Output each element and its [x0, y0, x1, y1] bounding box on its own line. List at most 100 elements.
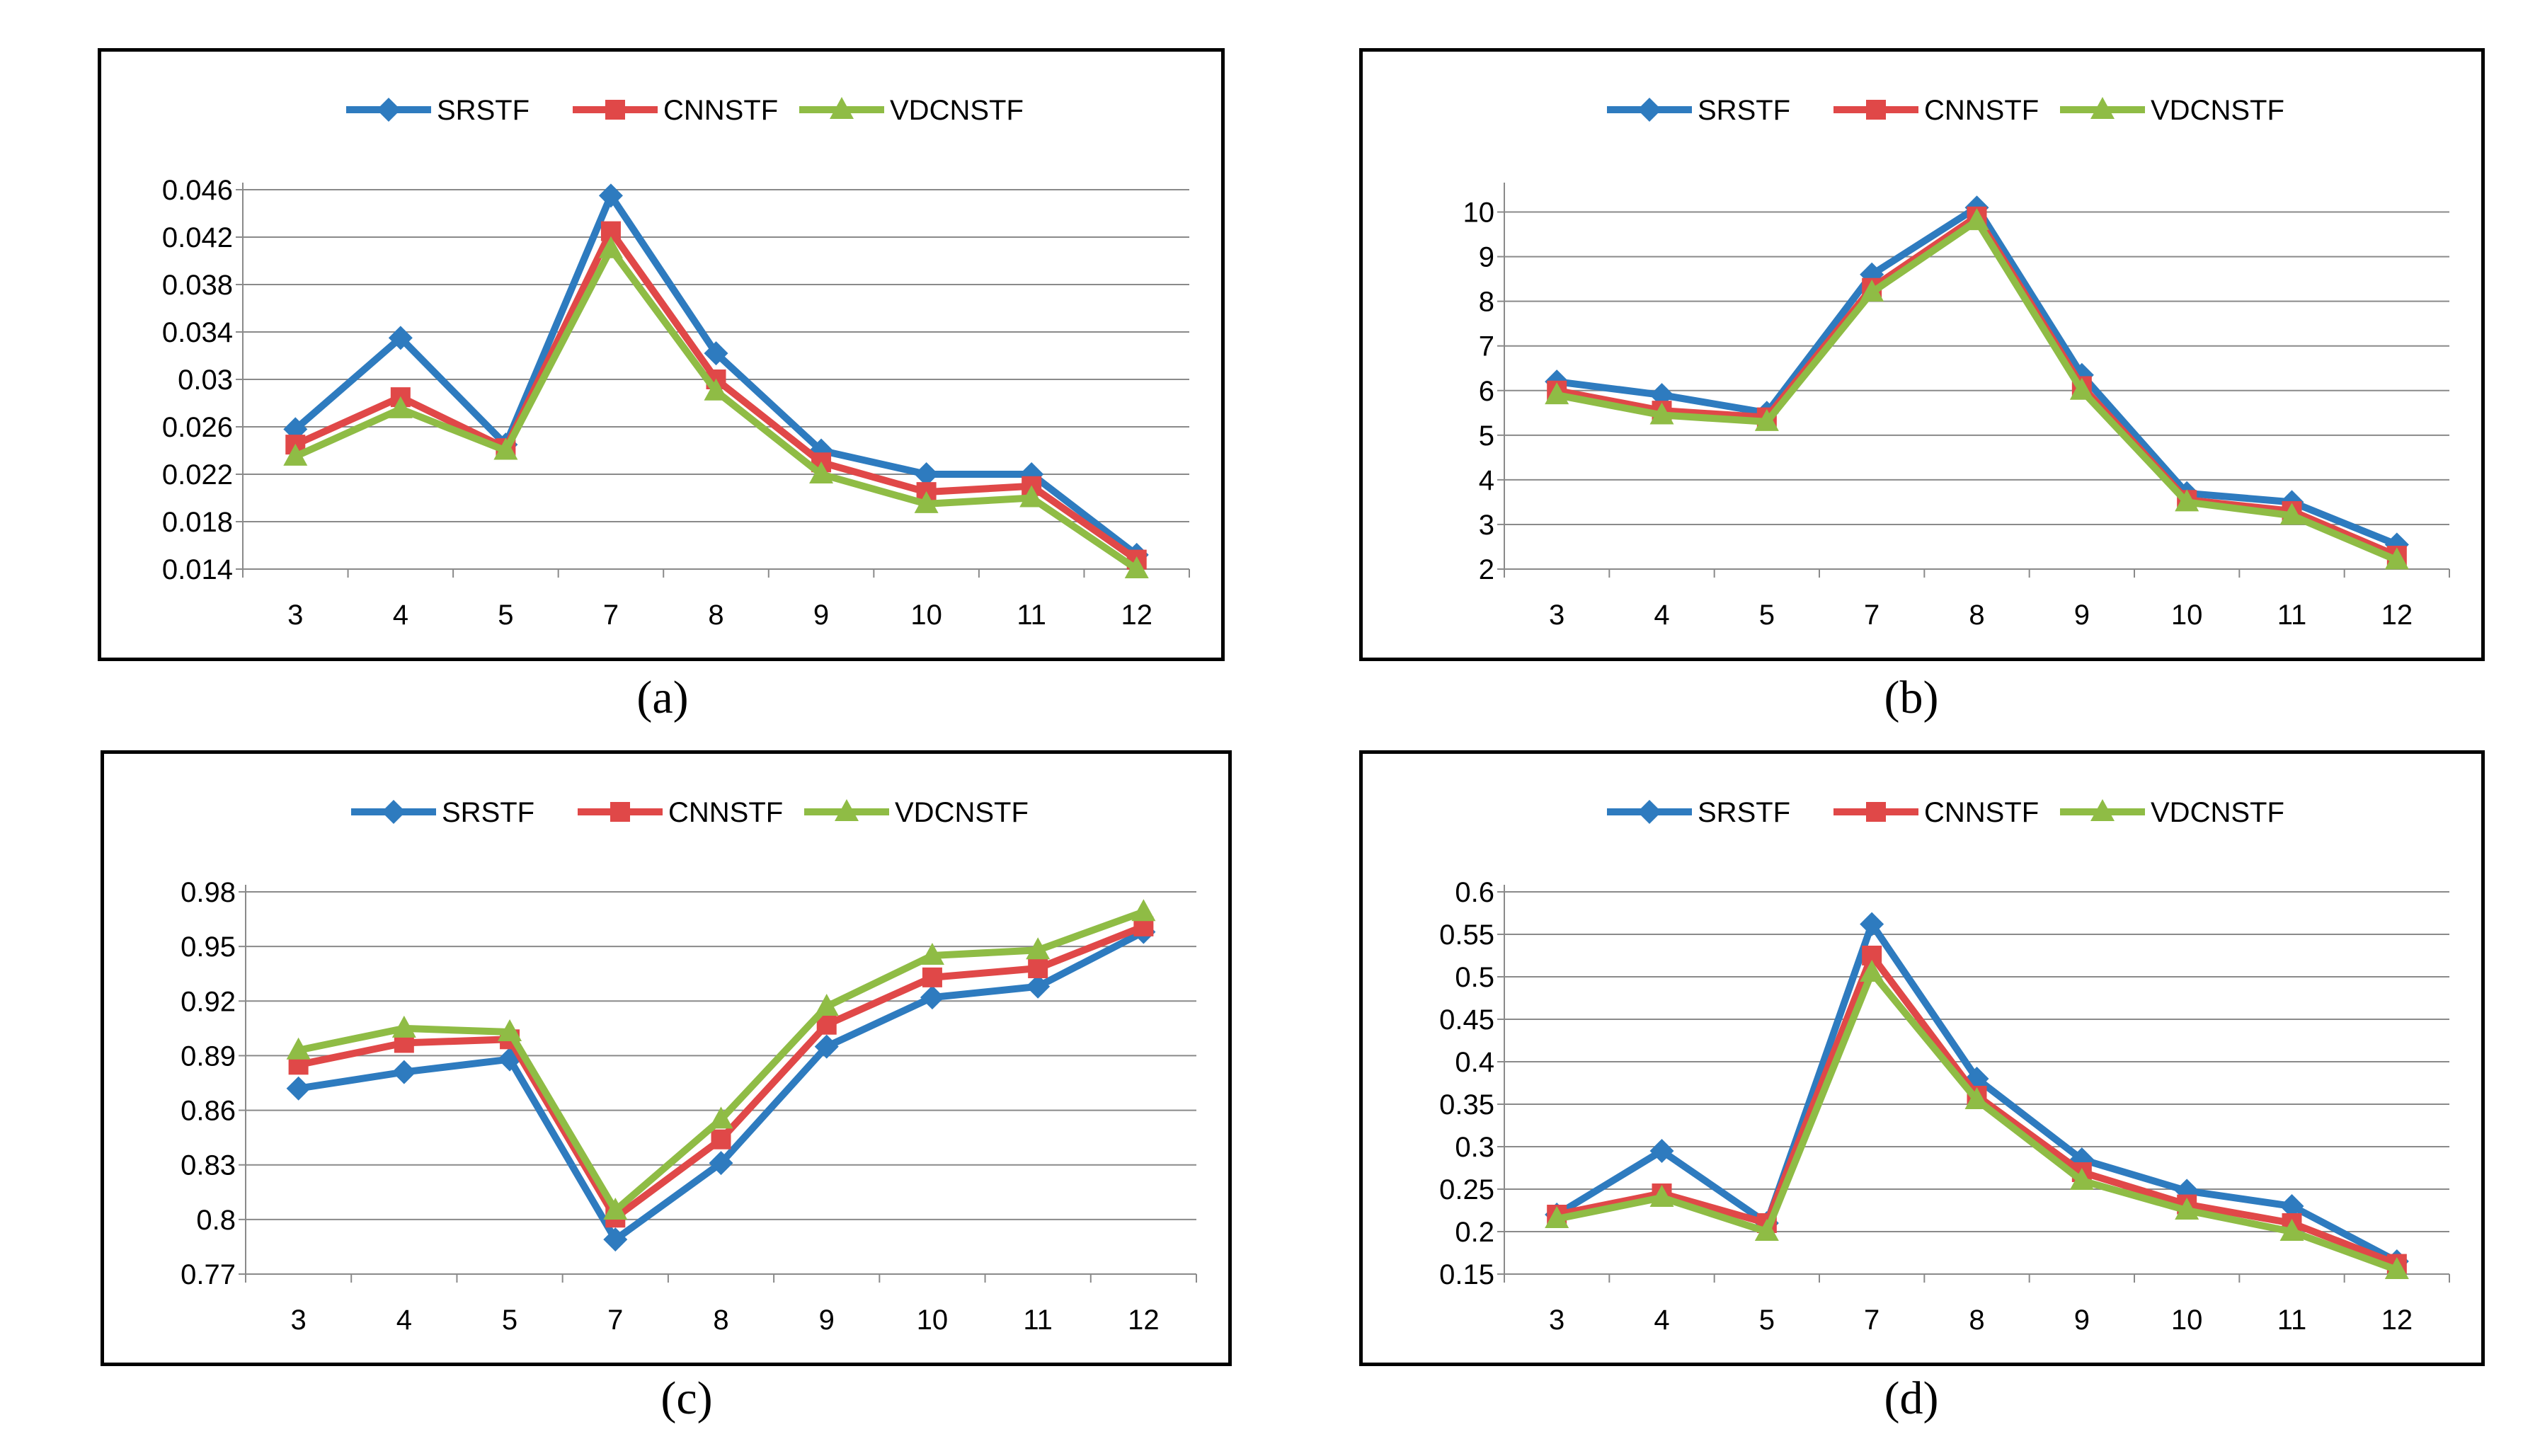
- legend-marker: [835, 799, 859, 821]
- chart-svg-c: SSIM0.770.80.830.860.890.920.950.9834578…: [181, 797, 1197, 1336]
- legend-item-vdcnstf: VDCNSTF: [2060, 95, 2284, 126]
- data-point: [914, 491, 939, 513]
- data-point: [1019, 485, 1044, 508]
- y-tick-label: 0.95: [181, 932, 236, 963]
- series-line: [1556, 204, 2398, 548]
- legend-item-srstf: SRSTF: [346, 95, 530, 126]
- legend-label: SRSTF: [1698, 797, 1790, 828]
- x-tick-label: 4: [1654, 600, 1669, 631]
- legend-marker: [1866, 802, 1886, 822]
- legend-label: SRSTF: [442, 797, 534, 828]
- legend-label: SRSTF: [437, 95, 530, 126]
- data-point: [388, 396, 413, 418]
- data-point: [2279, 1219, 2304, 1241]
- chart-svg-b: SAM2345678910345789101112SRSTFCNNSTFVDCN…: [1463, 95, 2450, 631]
- data-point: [598, 236, 623, 258]
- y-tick-label: 8: [1479, 287, 1494, 318]
- data-point: [1754, 408, 1779, 431]
- legend: SRSTF CNNSTF VDCNSTF: [1607, 797, 2284, 828]
- y-tick-label: 0.98: [181, 877, 236, 908]
- x-tick-label: 10: [2171, 1305, 2203, 1336]
- x-tick-label: 3: [1549, 1305, 1564, 1336]
- y-tick-label: 6: [1479, 376, 1494, 407]
- legend-marker: [830, 97, 854, 119]
- data-point: [603, 1198, 628, 1220]
- data-point: [704, 341, 728, 366]
- x-tick-label: 8: [1969, 1305, 1984, 1336]
- x-tick-label: 11: [2277, 600, 2307, 631]
- x-tick-label: 9: [813, 600, 829, 631]
- x-tick-label: 4: [393, 600, 408, 631]
- legend-label: VDCNSTF: [890, 95, 1024, 126]
- legend-item-cnnstf: CNNSTF: [573, 95, 778, 126]
- legend-label: CNNSTF: [668, 797, 783, 828]
- legend: SRSTF CNNSTF VDCNSTF: [1607, 95, 2284, 126]
- legend-label: VDCNSTF: [2151, 797, 2284, 828]
- data-point: [1028, 958, 1048, 978]
- legend-marker: [2090, 799, 2115, 821]
- caption-c: (c): [660, 1372, 713, 1424]
- x-tick-label: 8: [713, 1305, 728, 1336]
- data-point: [1649, 402, 1674, 425]
- data-point: [493, 437, 518, 460]
- legend-marker: [1637, 98, 1661, 122]
- y-tick-label: 0.25: [1439, 1174, 1494, 1205]
- x-tick-label: 7: [1864, 1305, 1880, 1336]
- x-tick-label: 3: [290, 1305, 306, 1336]
- x-tick-label: 3: [1549, 600, 1564, 631]
- legend-item-vdcnstf: VDCNSTF: [799, 95, 1024, 126]
- y-tick-label: 0.8: [196, 1205, 236, 1236]
- x-tick-label: 5: [1759, 600, 1775, 631]
- x-tick-label: 7: [607, 1305, 623, 1336]
- legend-marker: [1866, 100, 1886, 120]
- x-tick-label: 12: [2381, 600, 2413, 631]
- data-point: [391, 1015, 416, 1038]
- series-line: [297, 929, 1145, 1244]
- data-point: [2279, 503, 2304, 525]
- legend: SRSTF CNNSTF VDCNSTF: [346, 95, 1024, 126]
- data-point: [920, 943, 944, 965]
- y-tick-label: 0.2: [1455, 1217, 1494, 1248]
- data-point: [2384, 1257, 2409, 1279]
- y-tick-label: 0.86: [181, 1096, 236, 1127]
- y-tick-label: 4: [1479, 465, 1494, 496]
- x-tick-label: 10: [917, 1305, 949, 1336]
- data-point: [704, 378, 728, 401]
- data-point: [498, 1047, 522, 1072]
- x-tick-label: 5: [502, 1305, 517, 1336]
- legend: SRSTF CNNSTF VDCNSTF: [351, 797, 1029, 828]
- data-point: [1649, 1139, 1674, 1163]
- chart-panel-c: SSIM0.770.80.830.860.890.920.950.9834578…: [101, 750, 1232, 1366]
- chart-panel-b: SAM2345678910345789101112SRSTFCNNSTFVDCN…: [1359, 48, 2485, 661]
- chart-panel-d: ERGAS0.150.20.250.30.350.40.450.50.550.6…: [1359, 750, 2485, 1366]
- y-tick-label: 0.83: [181, 1150, 236, 1181]
- y-tick-label: 0.35: [1439, 1089, 1494, 1120]
- x-tick-label: 5: [1759, 1305, 1775, 1336]
- data-point: [814, 1034, 839, 1059]
- data-point: [809, 462, 834, 483]
- series-vdcnstf: [1545, 960, 2409, 1279]
- x-tick-label: 3: [287, 600, 303, 631]
- legend-label: VDCNSTF: [2151, 95, 2284, 126]
- data-point: [598, 183, 623, 208]
- legend-marker: [605, 100, 625, 120]
- y-tick-label: 2: [1479, 554, 1494, 585]
- x-tick-label: 7: [1864, 600, 1880, 631]
- y-tick-label: 5: [1479, 420, 1494, 452]
- y-tick-label: 0.03: [178, 365, 233, 396]
- caption-d: (d): [1884, 1372, 1939, 1424]
- y-tick-label: 0.77: [181, 1259, 236, 1290]
- series-line: [1556, 969, 2398, 1273]
- series-srstf: [1545, 912, 2409, 1273]
- data-point: [814, 994, 839, 1016]
- legend-marker: [2090, 97, 2115, 119]
- x-tick-label: 11: [1017, 600, 1046, 631]
- series-cnnstf: [1547, 946, 2407, 1274]
- data-point: [709, 1106, 733, 1129]
- x-tick-label: 9: [2074, 1305, 2090, 1336]
- x-tick-label: 10: [910, 600, 942, 631]
- legend-marker: [610, 802, 630, 822]
- y-tick-label: 0.014: [162, 554, 233, 585]
- data-point: [286, 1076, 311, 1101]
- legend-item-srstf: SRSTF: [1607, 797, 1790, 828]
